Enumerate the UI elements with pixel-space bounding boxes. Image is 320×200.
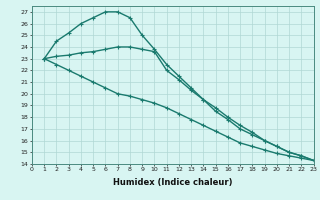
X-axis label: Humidex (Indice chaleur): Humidex (Indice chaleur) (113, 178, 233, 187)
